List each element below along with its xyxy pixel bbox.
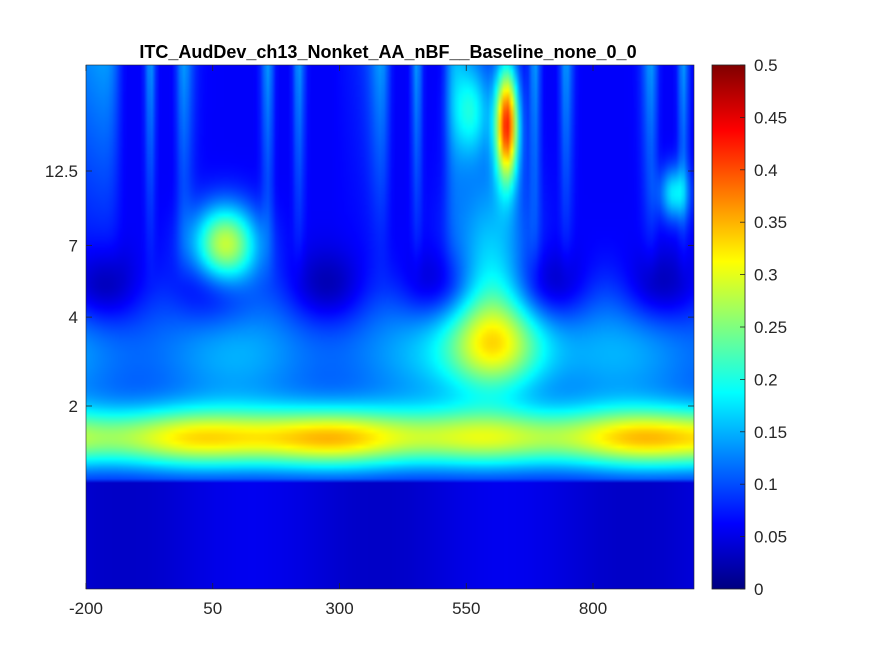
colorbar-ticks: 0 0.05 0.1 0.15 0.2 0.25 0.3 0.35 0.4 0.45 0.5 [740, 56, 787, 599]
y-axis: 2 4 7 12.5 [45, 162, 694, 416]
colorbar-tick-label: 0.05 [754, 528, 787, 547]
colorbar-tick-label: 0.45 [754, 108, 787, 127]
y-tick-label: 4 [69, 308, 78, 327]
x-tick-label: 550 [452, 599, 480, 618]
colorbar-tick-label: 0.25 [754, 318, 787, 337]
colorbar-tick-label: 0.5 [754, 56, 778, 75]
colorbar-tick-label: 0.4 [754, 161, 778, 180]
y-tick-label: 2 [69, 397, 78, 416]
x-tick-label: -200 [69, 599, 103, 618]
colorbar-tick-label: 0.15 [754, 423, 787, 442]
heatmap-image [86, 65, 694, 589]
colorbar-tick-label: 0 [754, 580, 763, 599]
colorbar-gradient [712, 65, 745, 589]
colorbar-tick-label: 0.1 [754, 475, 778, 494]
chart-title: ITC_AudDev_ch13_Nonket_AA_nBF__Baseline_… [139, 42, 636, 62]
x-axis: -200 50 300 550 800 [69, 65, 607, 618]
x-tick-label: 50 [203, 599, 222, 618]
colorbar-tick-label: 0.35 [754, 213, 787, 232]
x-tick-label: 800 [579, 599, 607, 618]
plot-frame [85, 64, 695, 590]
colorbar-tick-label: 0.2 [754, 370, 778, 389]
colorbar-tick-label: 0.3 [754, 266, 778, 285]
x-tick-label: 300 [325, 599, 353, 618]
plot-area [85, 64, 695, 590]
colorbar: 0 0.05 0.1 0.15 0.2 0.25 0.3 0.35 0.4 0.45 0.5 [711, 56, 787, 599]
y-tick-label: 7 [69, 236, 78, 255]
y-tick-label: 12.5 [45, 162, 78, 181]
